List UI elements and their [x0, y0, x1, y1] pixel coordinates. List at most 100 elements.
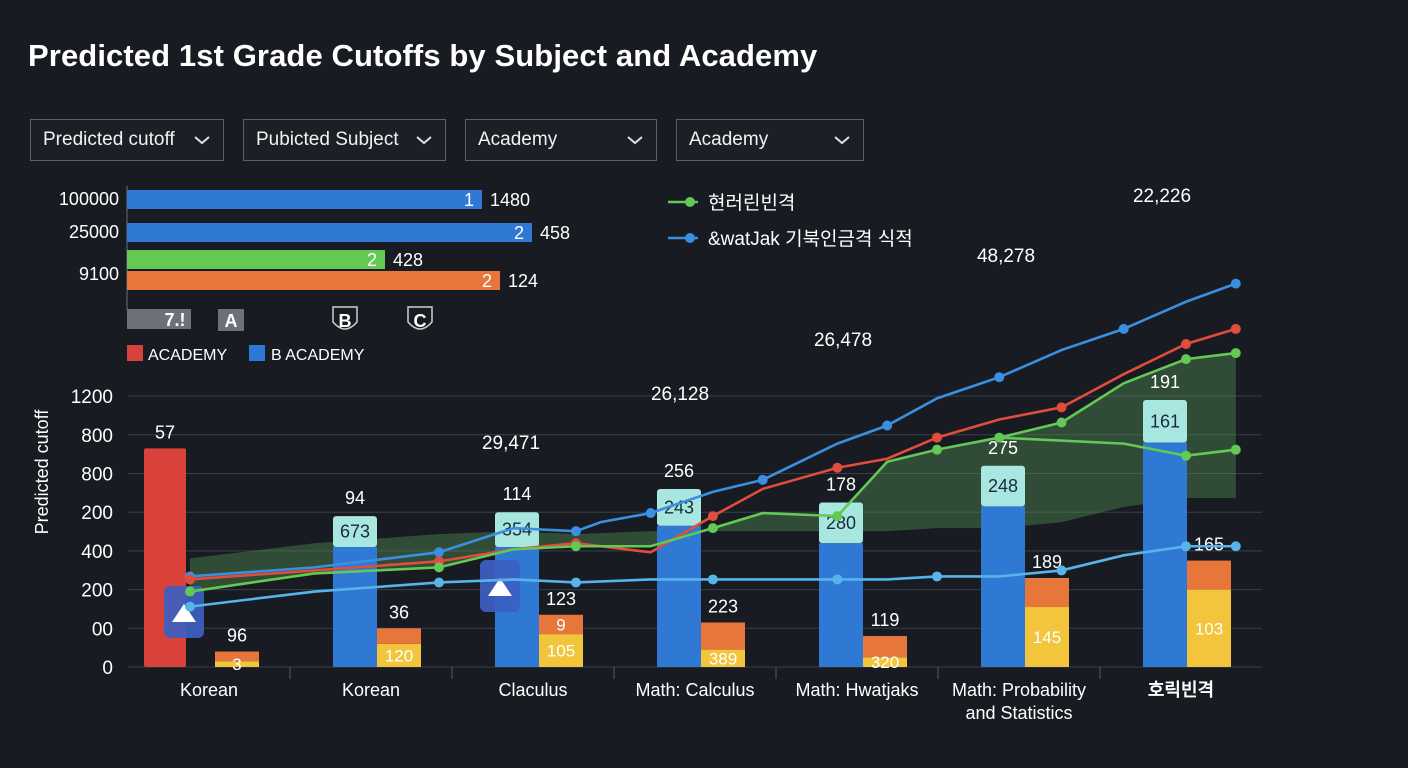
line-point	[932, 571, 942, 582]
series-line-light	[189, 544, 1236, 608]
line-point	[832, 574, 843, 585]
legend-label: B ACADEMY	[271, 347, 365, 364]
dropdown-label: Academy	[478, 129, 558, 150]
bar-label: 354	[502, 520, 532, 540]
square-marker	[218, 309, 244, 331]
bar-label: 145	[1033, 628, 1061, 647]
y-tick-label: 0	[102, 658, 113, 679]
line-point	[1181, 541, 1191, 552]
line-annotation: 22,226	[1133, 186, 1191, 207]
chevron-down-icon	[416, 136, 432, 145]
subject-dropdown[interactable]: Pubicted Subject	[243, 119, 446, 161]
inset-bar-label: 2	[367, 250, 377, 270]
bar-label: 178	[826, 475, 856, 495]
bar-label: 123	[546, 589, 576, 609]
orange-bar	[1025, 577, 1069, 608]
y-tick-label: 800	[81, 426, 113, 447]
bar-label: 105	[547, 642, 575, 661]
marker-label: B	[339, 311, 352, 331]
line-point	[185, 586, 195, 597]
blue-bar	[819, 543, 863, 667]
line-point	[570, 541, 581, 552]
dropdown-label: Academy	[689, 129, 769, 150]
blue-bar-cap	[495, 512, 539, 548]
line-point	[185, 601, 195, 612]
bar-label: 3	[232, 655, 241, 674]
series-line-green	[189, 351, 1236, 593]
bar-label: 191	[1150, 372, 1180, 392]
bar-label: 161	[1150, 411, 1180, 431]
legend-swatch	[127, 345, 143, 361]
x-tick-label: 호릭빈격	[1148, 680, 1214, 700]
blue-bar-cap	[657, 488, 701, 526]
marker-label: A	[225, 311, 238, 331]
line-annotation: 48,278	[977, 246, 1035, 267]
line-point	[1181, 354, 1191, 365]
y-tick-label: 800	[81, 465, 113, 486]
chevron-down-icon	[627, 136, 643, 145]
line-point	[1230, 348, 1241, 359]
bar-label: 243	[664, 497, 694, 517]
line-point	[1181, 339, 1191, 350]
line-point	[1056, 565, 1067, 576]
line-point	[994, 432, 1005, 443]
bar-label: 57	[155, 422, 175, 442]
line-point	[832, 511, 843, 522]
dropdown-label: Pubicted Subject	[256, 129, 399, 150]
line-point	[1181, 450, 1191, 461]
bar-label: 256	[664, 461, 694, 481]
line-point	[570, 526, 581, 537]
line-point	[707, 574, 718, 585]
y-tick-label: 1200	[71, 387, 113, 408]
bar-label: 320	[871, 653, 899, 672]
inset-bar-value: 124	[508, 271, 538, 291]
legend-swatch	[249, 345, 265, 361]
orange-bar	[215, 651, 259, 662]
blue-bar-cap	[981, 465, 1025, 507]
line-point	[570, 577, 581, 588]
line-point	[1118, 323, 1129, 334]
inset-bar-value: 1480	[490, 190, 530, 210]
y-tick-label: 200	[81, 581, 113, 602]
line-point	[434, 562, 444, 573]
line-point	[1056, 417, 1067, 428]
x-tick-label: and Statistics	[965, 703, 1072, 723]
bar-label: 94	[345, 488, 365, 508]
inset-bar	[127, 250, 385, 269]
yellow-bar	[1025, 607, 1069, 667]
inset-bar-label: 2	[482, 271, 492, 291]
line-point	[434, 547, 444, 558]
yellow-bar	[539, 634, 583, 667]
orange-bar	[1187, 560, 1231, 590]
legend-marker	[685, 197, 695, 207]
inset-bar	[127, 223, 532, 242]
inset-bar-value: 458	[540, 223, 570, 243]
bar-label: 114	[503, 484, 532, 504]
bar-label: 165	[1194, 535, 1224, 555]
blue-bar	[657, 525, 701, 667]
line-point	[1056, 402, 1067, 413]
bar-label: 389	[709, 649, 737, 668]
series-line-red	[189, 327, 1237, 581]
line-point	[645, 508, 656, 519]
line-point	[434, 577, 444, 588]
yellow-bar	[863, 657, 907, 667]
line-point	[994, 372, 1005, 383]
line-point	[882, 420, 893, 431]
line-point	[707, 523, 718, 534]
bar-label: 36	[389, 602, 409, 622]
line-point	[832, 462, 843, 473]
y-tick-label: 200	[81, 503, 113, 524]
inset-bar-label: 2	[514, 223, 524, 243]
legend-label: &watJak 기북인금격 식적	[708, 228, 913, 250]
predicted-cutoff-dropdown[interactable]: Predicted cutoff	[30, 119, 224, 161]
bar-label: 248	[988, 476, 1018, 496]
academy-badge-icon	[488, 578, 512, 596]
academy-dropdown-2[interactable]: Academy	[676, 119, 864, 161]
x-tick-label: Claculus	[498, 680, 567, 700]
page-title: Predicted 1st Grade Cutoffs by Subject a…	[28, 38, 818, 73]
bar-label: 223	[708, 596, 738, 616]
academy-dropdown-1[interactable]: Academy	[465, 119, 657, 161]
blue-bar-cap	[333, 516, 377, 548]
